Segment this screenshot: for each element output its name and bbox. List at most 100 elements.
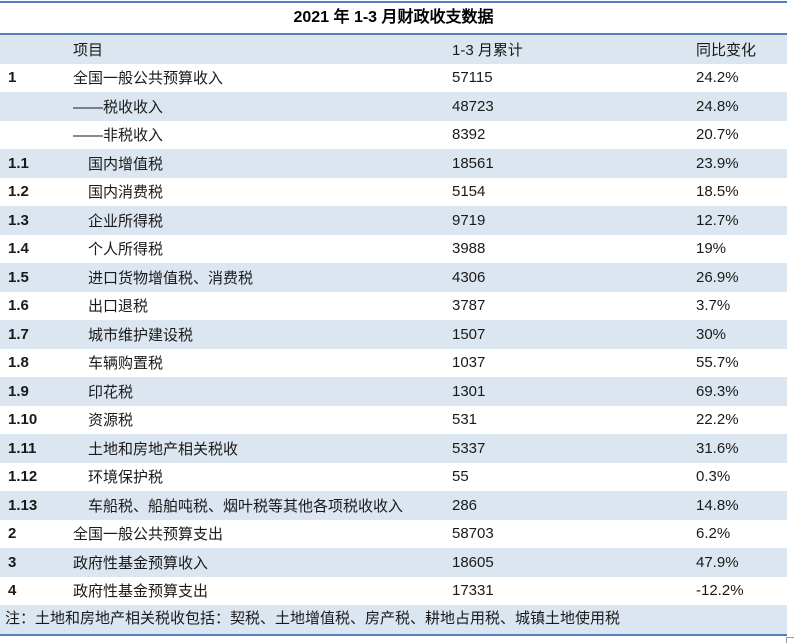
row-label: 企业所得税 [88, 212, 164, 230]
row-number: 1 [8, 69, 17, 87]
row-label: ——非税收入 [73, 127, 164, 145]
row-number: 3 [8, 553, 17, 571]
table-body: 1 全国一般公共预算收入 57115 24.2% ——税收收入 48723 24… [0, 64, 787, 606]
fiscal-data-table: 2021 年 1-3 月财政收支数据 项目 1-3 月累计 同比变化 1 全国一… [0, 1, 787, 636]
screen-corner-artifact [786, 637, 794, 643]
row-label: 国内增值税 [88, 155, 164, 173]
row-label: 政府性基金预算收入 [73, 554, 209, 572]
row-yoy-change: 30% [696, 325, 727, 343]
row-value: 3787 [452, 297, 486, 315]
row-label: 土地和房地产相关税收 [88, 440, 239, 458]
table-row: 1.6 出口退税 3787 3.7% [0, 292, 787, 321]
top-border-rule [0, 1, 787, 3]
row-label: 政府性基金预算支出 [73, 583, 209, 601]
row-yoy-change: 23.9% [696, 154, 739, 172]
row-yoy-change: 18.5% [696, 183, 739, 201]
row-label: 环境保护税 [88, 469, 164, 487]
column-header-yoy: 同比变化 [696, 41, 757, 59]
table-row: 3 政府性基金预算收入 18605 47.9% [0, 548, 787, 577]
row-value: 18561 [452, 154, 494, 172]
row-label: 印花税 [88, 383, 134, 401]
row-value: 58703 [452, 525, 494, 543]
table-row: 1.8 车辆购置税 1037 55.7% [0, 349, 787, 378]
row-yoy-change: 22.2% [696, 411, 739, 429]
table-footnote: 注：土地和房地产相关税收包括：契税、土地增值税、房产税、耕地占用税、城镇土地使用… [0, 605, 787, 634]
row-label: 出口退税 [88, 298, 149, 316]
row-yoy-change: 20.7% [696, 126, 739, 144]
row-label: 国内消费税 [88, 184, 164, 202]
row-yoy-change: -12.2% [696, 582, 744, 600]
table-row: 1.11 土地和房地产相关税收 5337 31.6% [0, 434, 787, 463]
row-value: 4306 [452, 268, 486, 286]
header-top-rule [0, 33, 787, 35]
table-header-row: 项目 1-3 月累计 同比变化 [0, 35, 787, 64]
row-yoy-change: 47.9% [696, 553, 739, 571]
row-value: 18605 [452, 553, 494, 571]
row-value: 57115 [452, 69, 493, 87]
row-number: 1.13 [8, 496, 38, 514]
row-yoy-change: 0.3% [696, 468, 731, 486]
table-row: 1.12 环境保护税 55 0.3% [0, 463, 787, 492]
table-row: 1.5 进口货物增值税、消费税 4306 26.9% [0, 263, 787, 292]
row-label: 城市维护建设税 [88, 326, 194, 344]
table-row: 1.7 城市维护建设税 1507 30% [0, 320, 787, 349]
table-row: ——税收收入 48723 24.8% [0, 92, 787, 121]
row-number: 1.2 [8, 183, 29, 201]
row-number: 4 [8, 582, 17, 600]
row-value: 286 [452, 496, 478, 514]
row-yoy-change: 14.8% [696, 496, 739, 514]
row-value: 5337 [452, 439, 486, 457]
row-number: 1.7 [8, 325, 29, 343]
table-title: 2021 年 1-3 月财政收支数据 [293, 9, 494, 26]
row-number: 1.4 [8, 240, 29, 258]
bottom-border-rule [0, 633, 787, 636]
row-label: 全国一般公共预算支出 [73, 526, 224, 544]
row-number: 1.8 [8, 354, 29, 372]
row-yoy-change: 31.6% [696, 439, 739, 457]
row-label: 个人所得税 [88, 241, 164, 259]
row-yoy-change: 26.9% [696, 268, 739, 286]
column-header-period: 1-3 月累计 [452, 41, 523, 59]
row-value: 1301 [452, 382, 486, 400]
row-yoy-change: 6.2% [696, 525, 731, 543]
column-header-item: 项目 [73, 41, 104, 59]
row-value: 9719 [452, 211, 486, 229]
row-label: 车船税、船舶吨税、烟叶税等其他各项税收收入 [88, 497, 404, 515]
row-number: 1.10 [8, 411, 38, 429]
row-yoy-change: 69.3% [696, 382, 739, 400]
row-label: 全国一般公共预算收入 [73, 70, 224, 88]
table-row: 1.10 资源税 531 22.2% [0, 406, 787, 435]
row-label: 资源税 [88, 412, 134, 430]
table-row: 1 全国一般公共预算收入 57115 24.2% [0, 64, 787, 93]
row-label: ——税收收入 [73, 98, 164, 116]
row-value: 8392 [452, 126, 486, 144]
row-number: 1.5 [8, 268, 29, 286]
row-value: 48723 [452, 97, 494, 115]
table-row: 1.13 车船税、船舶吨税、烟叶税等其他各项税收收入 286 14.8% [0, 491, 787, 520]
table-row: 1.4 个人所得税 3988 19% [0, 235, 787, 264]
row-value: 17331 [452, 582, 494, 600]
table-row: ——非税收入 8392 20.7% [0, 121, 787, 150]
row-number: 1.9 [8, 382, 29, 400]
row-value: 5154 [452, 183, 486, 201]
row-number: 1.1 [8, 154, 29, 172]
row-yoy-change: 24.8% [696, 97, 739, 115]
row-number: 1.6 [8, 297, 29, 315]
row-yoy-change: 55.7% [696, 354, 739, 372]
row-yoy-change: 24.2% [696, 69, 739, 87]
table-row: 1.2 国内消费税 5154 18.5% [0, 178, 787, 207]
table-row: 2 全国一般公共预算支出 58703 6.2% [0, 520, 787, 549]
row-value: 1507 [452, 325, 486, 343]
table-row: 4 政府性基金预算支出 17331 -12.2% [0, 577, 787, 606]
row-number: 1.12 [8, 468, 38, 486]
row-value: 55 [452, 468, 469, 486]
row-number: 2 [8, 525, 17, 543]
table-row: 1.1 国内增值税 18561 23.9% [0, 149, 787, 178]
row-value: 1037 [452, 354, 486, 372]
row-yoy-change: 3.7% [696, 297, 731, 315]
table-row: 1.9 印花税 1301 69.3% [0, 377, 787, 406]
row-yoy-change: 12.7% [696, 211, 739, 229]
row-value: 531 [452, 411, 478, 429]
row-value: 3988 [452, 240, 486, 258]
